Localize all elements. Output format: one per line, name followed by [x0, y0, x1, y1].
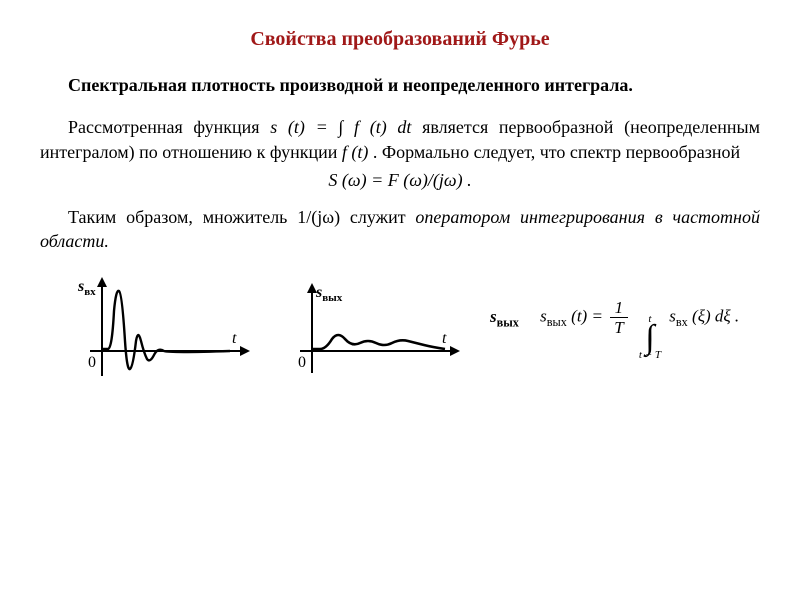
- input-signal-path: [102, 291, 230, 369]
- graph-input-xlabel: t: [232, 330, 237, 347]
- graph-input-ylabel: sвх: [77, 278, 96, 298]
- formula-rhs-sym: s: [669, 307, 676, 326]
- p1-math-2: f (t): [342, 142, 369, 162]
- paragraph-1: Рассмотренная функция s (t) = ∫ f (t) dt…: [40, 115, 760, 164]
- integral-symbol: t ∫ t − T: [639, 314, 661, 362]
- formula-lhs-sym: s: [540, 307, 547, 326]
- graph-input-block: sвх t 0: [70, 271, 260, 391]
- ylabel-out-prefix: sвых: [490, 307, 523, 326]
- graph-output: t 0 sвых: [280, 271, 470, 391]
- int-lower: t − T: [639, 350, 661, 361]
- p1-text-1: Рассмотренная функция: [68, 117, 270, 137]
- title-text: Свойства преобразований Фурье: [250, 28, 549, 50]
- page-title: Свойства преобразований Фурье: [40, 28, 760, 51]
- frac-den: T: [610, 317, 627, 336]
- p1-math: s (t) = ∫ f (t) dt: [270, 117, 411, 137]
- formula-lhs-sub: вых: [547, 315, 567, 329]
- graph-input-origin: 0: [88, 354, 96, 371]
- formula-fraction: 1 T: [610, 299, 627, 336]
- formula-lhs-arg: (t) =: [567, 307, 607, 326]
- output-signal-path: [312, 335, 445, 349]
- graph-output-xlabel: t: [442, 330, 447, 347]
- integral-formula: sвых sвых (t) = 1 T t ∫ t − T sвх (ξ) dξ…: [490, 299, 739, 361]
- section-subtitle: Спектральная плотность производной и нео…: [40, 73, 760, 97]
- p1-text-3: . Формально следует, что спектр перво­об…: [373, 142, 740, 162]
- formula-rhs-sub: вх: [676, 315, 688, 329]
- p2-text-1: Таким образом, множитель 1/(jω) служит: [68, 207, 415, 227]
- frac-num: 1: [611, 299, 628, 317]
- graph-output-ylabel: sвых: [315, 284, 343, 304]
- graphs-row: sвх t 0 t 0 sвых sвых sвых (t) = 1 T t ∫: [40, 271, 760, 391]
- equation-1: S (ω) = F (ω)/(jω) .: [40, 170, 760, 191]
- graph-input: sвх t 0: [70, 271, 260, 391]
- formula-rhs-tail: (ξ) dξ .: [688, 307, 739, 326]
- graph-output-origin: 0: [298, 354, 306, 371]
- graph-output-block: t 0 sвых: [280, 271, 470, 391]
- paragraph-2: Таким образом, множитель 1/(jω) служит о…: [40, 205, 760, 254]
